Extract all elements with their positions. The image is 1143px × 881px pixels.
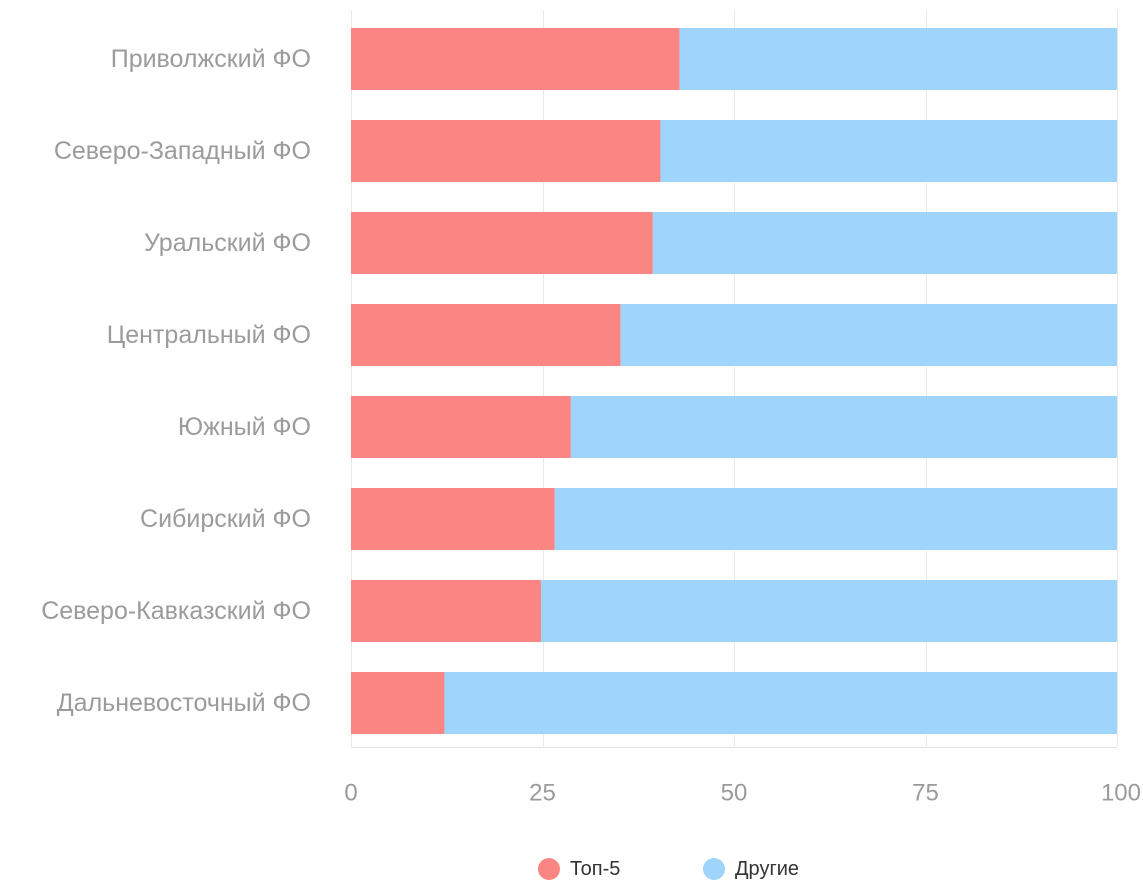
x-tick-label: 75 <box>912 780 939 807</box>
legend-label-other[interactable]: Другие <box>735 858 799 880</box>
legend-marker-other[interactable] <box>703 858 725 880</box>
category-label: Приволжский ФО <box>111 45 311 73</box>
bars <box>351 28 1117 734</box>
x-axis: 0 25 50 75 100 <box>344 780 1141 807</box>
category-label: Южный ФО <box>178 413 311 441</box>
category-label: Дальневосточный ФО <box>57 689 311 717</box>
bar-other-6[interactable] <box>540 580 1117 642</box>
category-label: Северо-Западный ФО <box>54 137 311 165</box>
bar-other-2[interactable] <box>652 212 1117 274</box>
x-tick-label: 0 <box>344 780 357 807</box>
bar-other-3[interactable] <box>620 304 1117 366</box>
category-labels: Приволжский ФО Северо-Западный ФО Уральски… <box>41 45 311 717</box>
category-label: Сибирский ФО <box>140 505 311 533</box>
bar-top5-0[interactable] <box>351 28 680 90</box>
legend: Топ-5 Другие <box>538 858 799 880</box>
bar-other-0[interactable] <box>679 28 1117 90</box>
x-tick-label: 50 <box>721 780 748 807</box>
category-label: Уральский ФО <box>144 229 311 257</box>
bar-top5-1[interactable] <box>351 120 661 182</box>
bar-other-5[interactable] <box>554 488 1117 550</box>
bar-top5-4[interactable] <box>351 396 571 458</box>
legend-marker-top5[interactable] <box>538 858 560 880</box>
category-label: Центральный ФО <box>107 321 311 349</box>
bar-top5-7[interactable] <box>351 672 445 734</box>
bar-other-7[interactable] <box>444 672 1117 734</box>
bar-top5-6[interactable] <box>351 580 541 642</box>
bar-top5-3[interactable] <box>351 304 621 366</box>
x-tick-label: 25 <box>529 780 556 807</box>
bar-other-1[interactable] <box>660 120 1117 182</box>
category-label: Северо-Кавказский ФО <box>41 597 311 625</box>
bar-top5-5[interactable] <box>351 488 555 550</box>
bar-top5-2[interactable] <box>351 212 653 274</box>
x-tick-label: 100 <box>1101 780 1141 807</box>
legend-label-top5[interactable]: Топ-5 <box>570 858 620 880</box>
bar-other-4[interactable] <box>570 396 1117 458</box>
